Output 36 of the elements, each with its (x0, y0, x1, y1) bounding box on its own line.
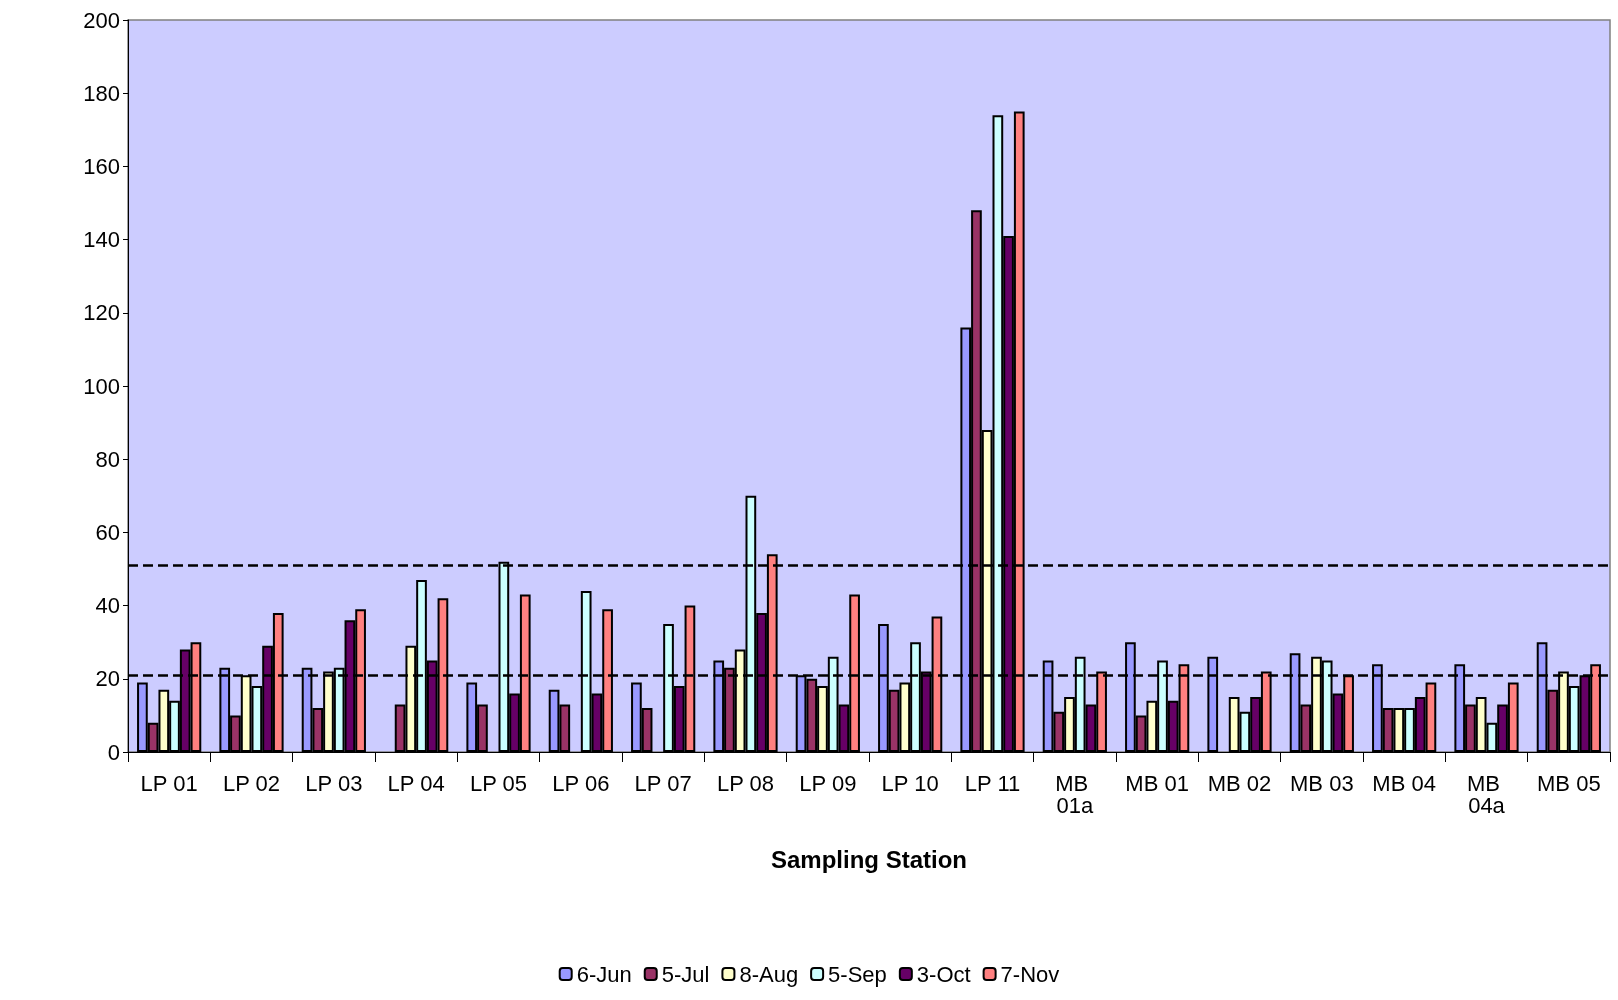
legend-label: 7-Nov (1000, 961, 1060, 987)
x-tick-label: MB 03 (1290, 770, 1354, 796)
y-tick-label: 200 (83, 7, 120, 33)
x-tick-label: LP 05 (469, 770, 528, 796)
x-tick-label: LP 03 (305, 770, 363, 796)
x-tick-label: MB 04a (1466, 770, 1507, 818)
x-tick-label: LP 08 (716, 770, 775, 796)
y-tick-label: 40 (95, 593, 120, 619)
x-tick-label: LP 01 (140, 770, 198, 796)
x-tick-label: MB 05 (1537, 770, 1601, 796)
y-tick-label: 60 (95, 519, 120, 545)
y-tick-label: 140 (83, 227, 120, 253)
x-tick-label: LP 04 (387, 770, 445, 796)
y-tick-label: 120 (83, 300, 120, 326)
legend-label: 6-Jun (576, 961, 632, 987)
y-tick-label: 20 (95, 666, 120, 692)
x-axis-title: Sampling Station (770, 845, 968, 873)
y-tick-label: 100 (83, 373, 120, 399)
y-tick-label: 180 (83, 80, 120, 106)
y-tick-label: 160 (83, 153, 120, 179)
x-tick-label: LP 07 (634, 770, 692, 796)
x-tick-label: MB 01a (1055, 770, 1095, 818)
y-tick-label: 0 (107, 739, 120, 765)
x-tick-label: MB 02 (1207, 770, 1272, 796)
legend-label: 5-Sep (828, 961, 887, 987)
legend-label: 5-Jul (661, 961, 710, 987)
x-tick-label: MB 04 (1372, 770, 1436, 796)
legend-label: 3-Oct (916, 961, 971, 987)
x-tick-label: LP 06 (552, 770, 610, 796)
x-tick-label: LP 10 (881, 770, 939, 796)
y-tick-label: 80 (95, 446, 120, 472)
x-tick-label: LP 09 (799, 770, 857, 796)
legend-label: 8-Aug (739, 961, 799, 987)
x-tick-label: MB 01 (1125, 770, 1189, 796)
x-tick-label: LP 02 (222, 770, 281, 796)
x-tick-label: LP 11 (964, 770, 1021, 796)
